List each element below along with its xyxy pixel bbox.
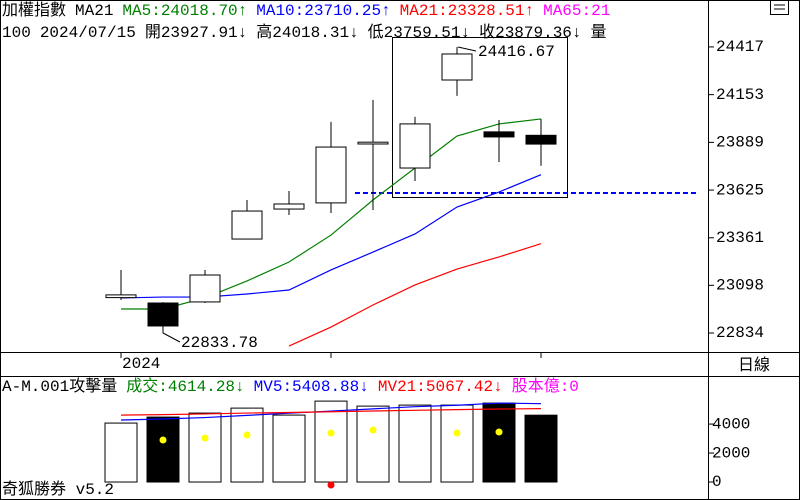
candle-body bbox=[441, 53, 473, 81]
selection-box bbox=[392, 37, 568, 198]
marker-dot bbox=[327, 429, 335, 437]
header-item: 加權指數 bbox=[2, 2, 67, 20]
volume-bar bbox=[398, 404, 432, 483]
volume-bar bbox=[482, 402, 516, 483]
volume-bar bbox=[272, 414, 306, 483]
header-line: 加權指數 MA21 MA5:24018.70↑ MA10:23710.25↑ MA21:… bbox=[2, 1, 706, 21]
mv-line bbox=[120, 402, 542, 421]
header-item: 低23759.51↓ bbox=[367, 24, 471, 42]
candle-body bbox=[399, 123, 431, 169]
y-tick-label: 23098 bbox=[716, 277, 764, 295]
volume-bar bbox=[440, 404, 474, 483]
axes: 24417 24153 23889 23625 23361 23098 22834 2024 4… bbox=[120, 38, 764, 491]
candle-body bbox=[273, 203, 305, 210]
period-label[interactable]: 日線 bbox=[738, 356, 770, 375]
marker-dot bbox=[159, 436, 167, 444]
candle-body bbox=[525, 134, 557, 145]
volume-bar bbox=[524, 414, 558, 483]
header-item: 股本億:0 bbox=[511, 378, 579, 396]
menu-icon[interactable] bbox=[770, 0, 789, 15]
header-item: MA5:24018.70↑ bbox=[122, 2, 248, 20]
candle-body bbox=[483, 131, 515, 138]
y-tick-label: 2000 bbox=[712, 444, 750, 462]
candle-body bbox=[357, 141, 389, 145]
header-item: 100 bbox=[2, 24, 31, 42]
volume-bar bbox=[356, 405, 390, 483]
candle-body bbox=[105, 294, 137, 299]
header-item: 高24018.31↓ bbox=[256, 24, 359, 42]
y-tick-label: 23361 bbox=[716, 229, 764, 247]
header-item: MA21:23328.51↑ bbox=[399, 2, 535, 20]
y-tick-label: 4000 bbox=[712, 415, 750, 433]
volume-bar bbox=[188, 412, 222, 483]
y-tick-label: 23889 bbox=[716, 134, 764, 152]
y-tick-label: 23625 bbox=[716, 181, 764, 199]
header-item: MA10:23710.25↑ bbox=[256, 2, 391, 20]
y-tick-label: 22834 bbox=[716, 324, 764, 342]
volume-panel bbox=[104, 400, 558, 489]
mv-line bbox=[120, 408, 542, 416]
high-annotation: 24416.67 bbox=[478, 43, 555, 61]
header-item: 量 bbox=[590, 24, 607, 42]
candle-body bbox=[315, 146, 347, 204]
y-tick-label: 24417 bbox=[716, 38, 764, 56]
candle-body bbox=[147, 302, 179, 327]
volume-bar bbox=[314, 400, 348, 483]
header-item: MV21:5067.42↓ bbox=[377, 378, 503, 396]
y-tick-label: 0 bbox=[712, 473, 722, 491]
leader-line bbox=[162, 332, 181, 343]
marker-dot bbox=[453, 429, 461, 437]
header-item: A-M.001攻擊量 bbox=[2, 378, 118, 396]
volume-bar bbox=[104, 422, 138, 483]
price-panel bbox=[105, 46, 697, 347]
x-tick-label: 2024 bbox=[122, 355, 160, 373]
volume-bar bbox=[230, 407, 264, 483]
marker-dot bbox=[495, 428, 503, 436]
header-item: 收23879.36↓ bbox=[479, 24, 582, 42]
footer: 奇狐勝券 v5.2 bbox=[2, 480, 114, 499]
header-item: 成交:4614.28↓ bbox=[126, 378, 245, 396]
volume-bar bbox=[146, 416, 180, 483]
header-line: 100 2024/07/15 開23927.91↓ 高24018.31↓ 低23759.… bbox=[2, 23, 706, 43]
marker-dot bbox=[327, 481, 335, 489]
header-item: MA65:21 bbox=[543, 2, 611, 20]
candle-body bbox=[231, 210, 263, 240]
marker-dot bbox=[369, 426, 377, 434]
ma-line bbox=[288, 243, 542, 347]
candle-body bbox=[189, 274, 221, 303]
header-item: 開23927.91↓ bbox=[144, 24, 248, 42]
header-item: 2024/07/15 bbox=[39, 24, 136, 42]
marker-dot bbox=[201, 434, 209, 442]
marker-dot bbox=[243, 431, 251, 439]
header-item: MA21 bbox=[75, 2, 114, 20]
y-tick-label: 24153 bbox=[716, 86, 764, 104]
leader-line bbox=[457, 46, 477, 52]
header-item: MV5:5408.88↓ bbox=[253, 378, 369, 396]
low-annotation: 22833.78 bbox=[181, 334, 258, 352]
volume-header: A-M.001攻擊量 成交:4614.28↓ MV5:5408.88↓ MV21:50… bbox=[2, 377, 706, 397]
